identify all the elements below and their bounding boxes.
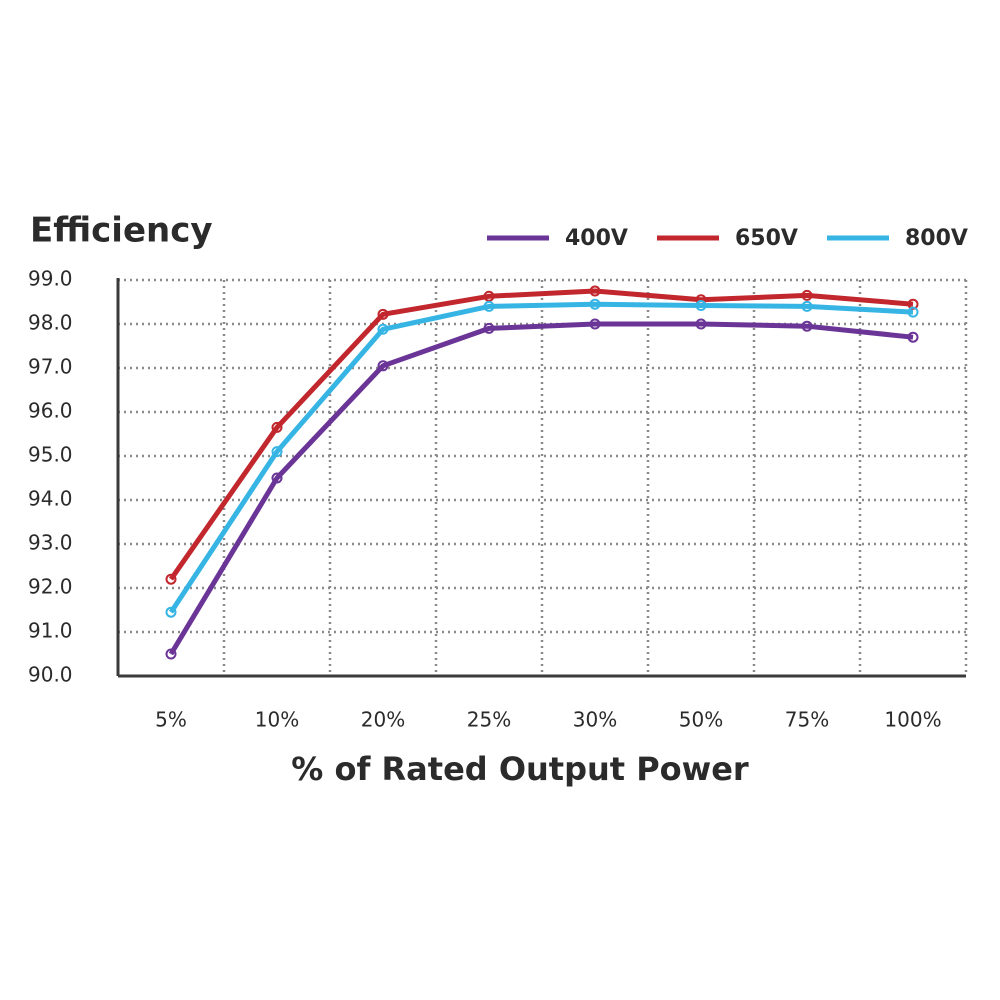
chart-title: Efficiency <box>30 211 213 251</box>
point-marker <box>483 300 495 312</box>
y-tick-label: 90.0 <box>28 663 73 687</box>
y-tick-label: 95.0 <box>28 443 73 467</box>
y-tick-label: 92.0 <box>28 575 73 599</box>
x-tick-label: 25% <box>467 708 511 732</box>
point-marker <box>377 323 389 335</box>
y-tick-label: 91.0 <box>28 619 73 643</box>
point-marker <box>271 472 283 484</box>
point-marker <box>165 573 177 585</box>
x-tick-label: 10% <box>255 708 299 732</box>
point-marker <box>589 318 601 330</box>
series-line <box>168 321 914 656</box>
point-marker <box>907 331 919 343</box>
point-marker <box>377 308 389 320</box>
point-marker <box>271 446 283 458</box>
point-marker <box>907 306 919 318</box>
y-tick-label: 98.0 <box>28 311 73 335</box>
y-tick-label: 99.0 <box>28 267 73 291</box>
x-tick-label: 20% <box>361 708 405 732</box>
y-tick-label: 93.0 <box>28 531 73 555</box>
point-marker <box>271 421 283 433</box>
legend-label: 400V <box>565 226 628 251</box>
point-marker <box>483 290 495 302</box>
point-marker <box>907 298 919 310</box>
point-marker <box>801 300 813 312</box>
legend-label: 650V <box>735 226 798 251</box>
point-marker <box>165 648 177 660</box>
x-axis-label: % of Rated Output Power <box>291 750 749 788</box>
point-marker <box>377 360 389 372</box>
x-tick-label: 50% <box>679 708 723 732</box>
point-marker <box>589 285 601 297</box>
point-marker <box>801 320 813 332</box>
point-marker <box>695 300 707 312</box>
x-tick-label: 5% <box>155 708 187 732</box>
point-marker <box>589 298 601 310</box>
y-tick-label: 94.0 <box>28 487 73 511</box>
series-line <box>168 288 914 581</box>
point-marker <box>801 289 813 301</box>
legend-label: 800V <box>905 226 968 251</box>
y-tick-label: 96.0 <box>28 399 73 423</box>
point-marker <box>695 318 707 330</box>
x-tick-label: 100% <box>884 708 941 732</box>
y-tick-label: 97.0 <box>28 355 73 379</box>
x-tick-label: 30% <box>573 708 617 732</box>
x-tick-label: 75% <box>785 708 829 732</box>
point-marker <box>483 322 495 334</box>
series-line <box>168 301 914 614</box>
point-marker <box>165 606 177 618</box>
